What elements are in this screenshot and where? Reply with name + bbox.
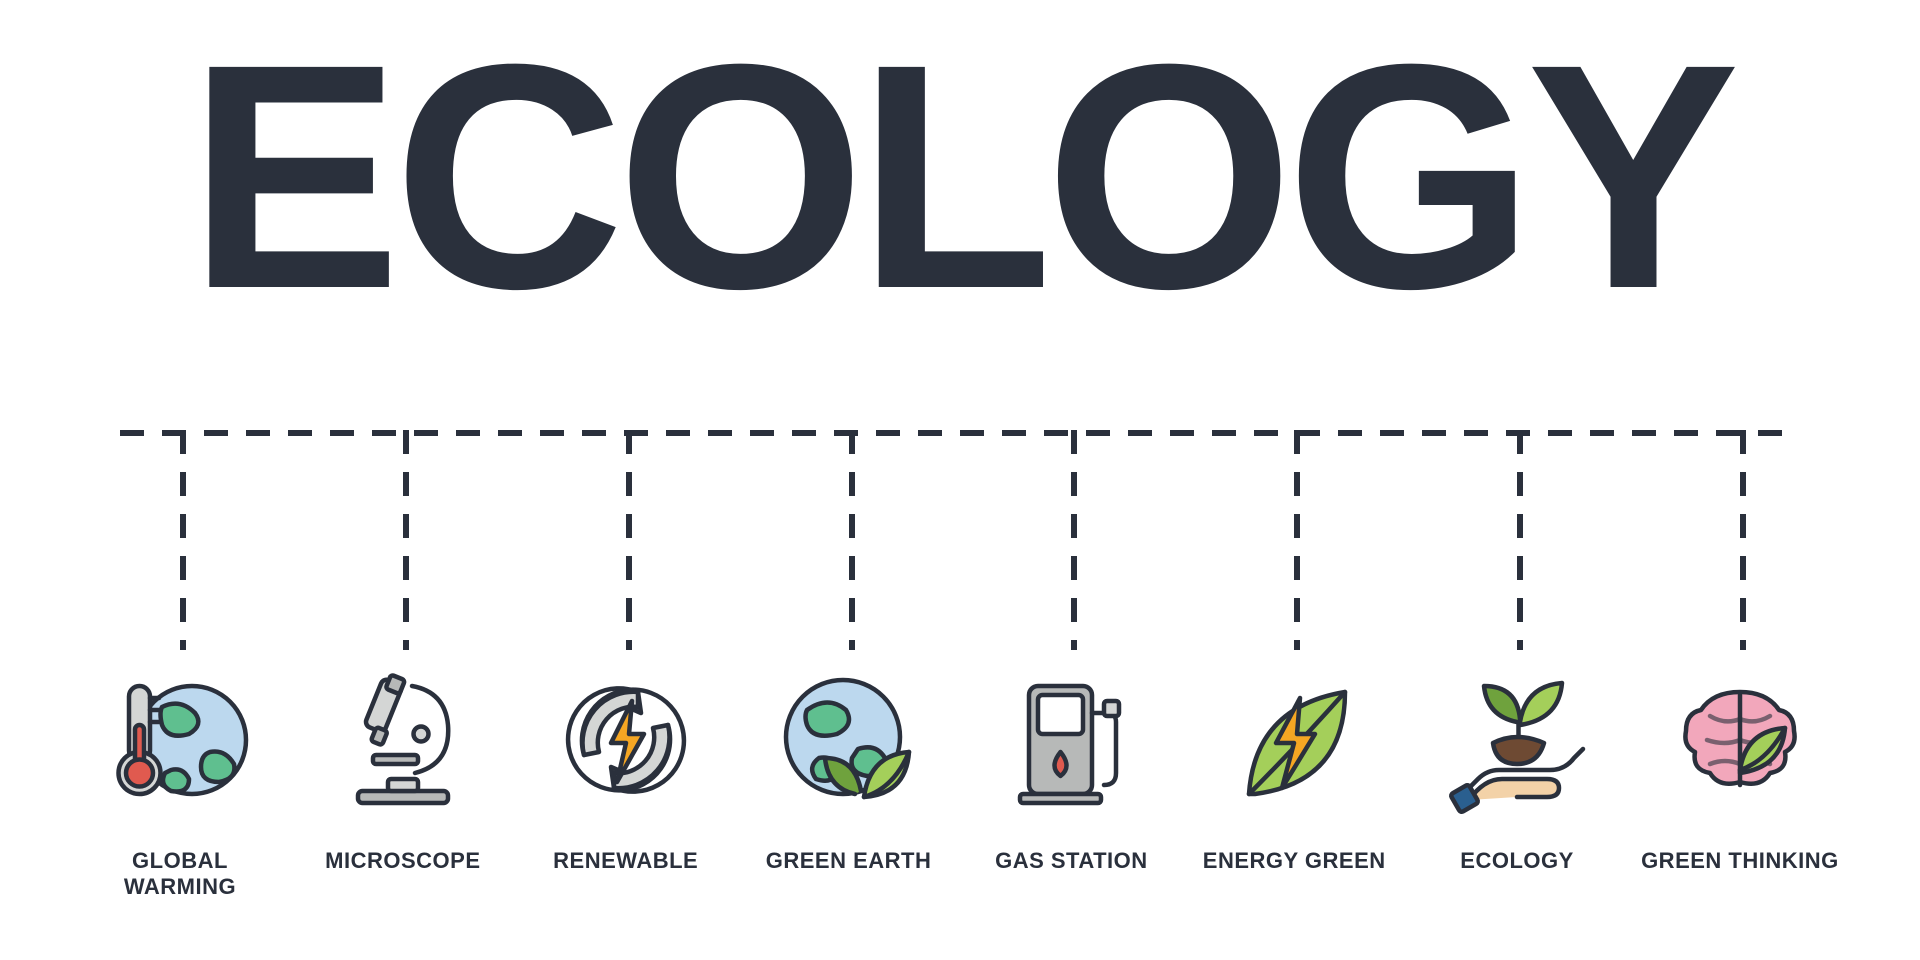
connector-drop (849, 430, 855, 650)
item-global-warming: GLOBAL WARMING (80, 660, 280, 900)
item-renewable: RENEWABLE (526, 660, 726, 900)
global-warming-icon (100, 660, 260, 820)
connector-drop (626, 430, 632, 650)
item-label: MICROSCOPE (325, 848, 480, 874)
connector-drop (1071, 430, 1077, 650)
icons-row: GLOBAL WARMING MICRO (0, 660, 1920, 900)
energy-green-icon (1214, 660, 1374, 820)
page-title: ECOLOGY (0, 40, 1920, 312)
green-earth-icon (769, 660, 929, 820)
connector-lines (120, 430, 1800, 650)
item-label: RENEWABLE (553, 848, 698, 874)
connector-drop (1517, 430, 1523, 650)
item-green-thinking: GREEN THINKING (1640, 660, 1840, 900)
ecology-icon (1437, 660, 1597, 820)
item-gas-station: GAS STATION (971, 660, 1171, 900)
item-green-earth: GREEN EARTH (749, 660, 949, 900)
microscope-icon (323, 660, 483, 820)
connector-drop (1740, 430, 1746, 650)
item-label: GREEN EARTH (766, 848, 932, 874)
item-microscope: MICROSCOPE (303, 660, 503, 900)
item-label: GLOBAL WARMING (80, 848, 280, 900)
connector-drop (180, 430, 186, 650)
item-energy-green: ENERGY GREEN (1194, 660, 1394, 900)
connector-horizontal (120, 430, 1800, 436)
item-label: GAS STATION (995, 848, 1148, 874)
item-label: ECOLOGY (1460, 848, 1574, 874)
connector-drop (403, 430, 409, 650)
item-label: GREEN THINKING (1641, 848, 1839, 874)
infographic-root: ECOLOGY (0, 0, 1920, 960)
renewable-icon (546, 660, 706, 820)
item-label: ENERGY GREEN (1203, 848, 1386, 874)
gas-station-icon (991, 660, 1151, 820)
item-ecology: ECOLOGY (1417, 660, 1617, 900)
green-thinking-icon (1660, 660, 1820, 820)
connector-drop (1294, 430, 1300, 650)
